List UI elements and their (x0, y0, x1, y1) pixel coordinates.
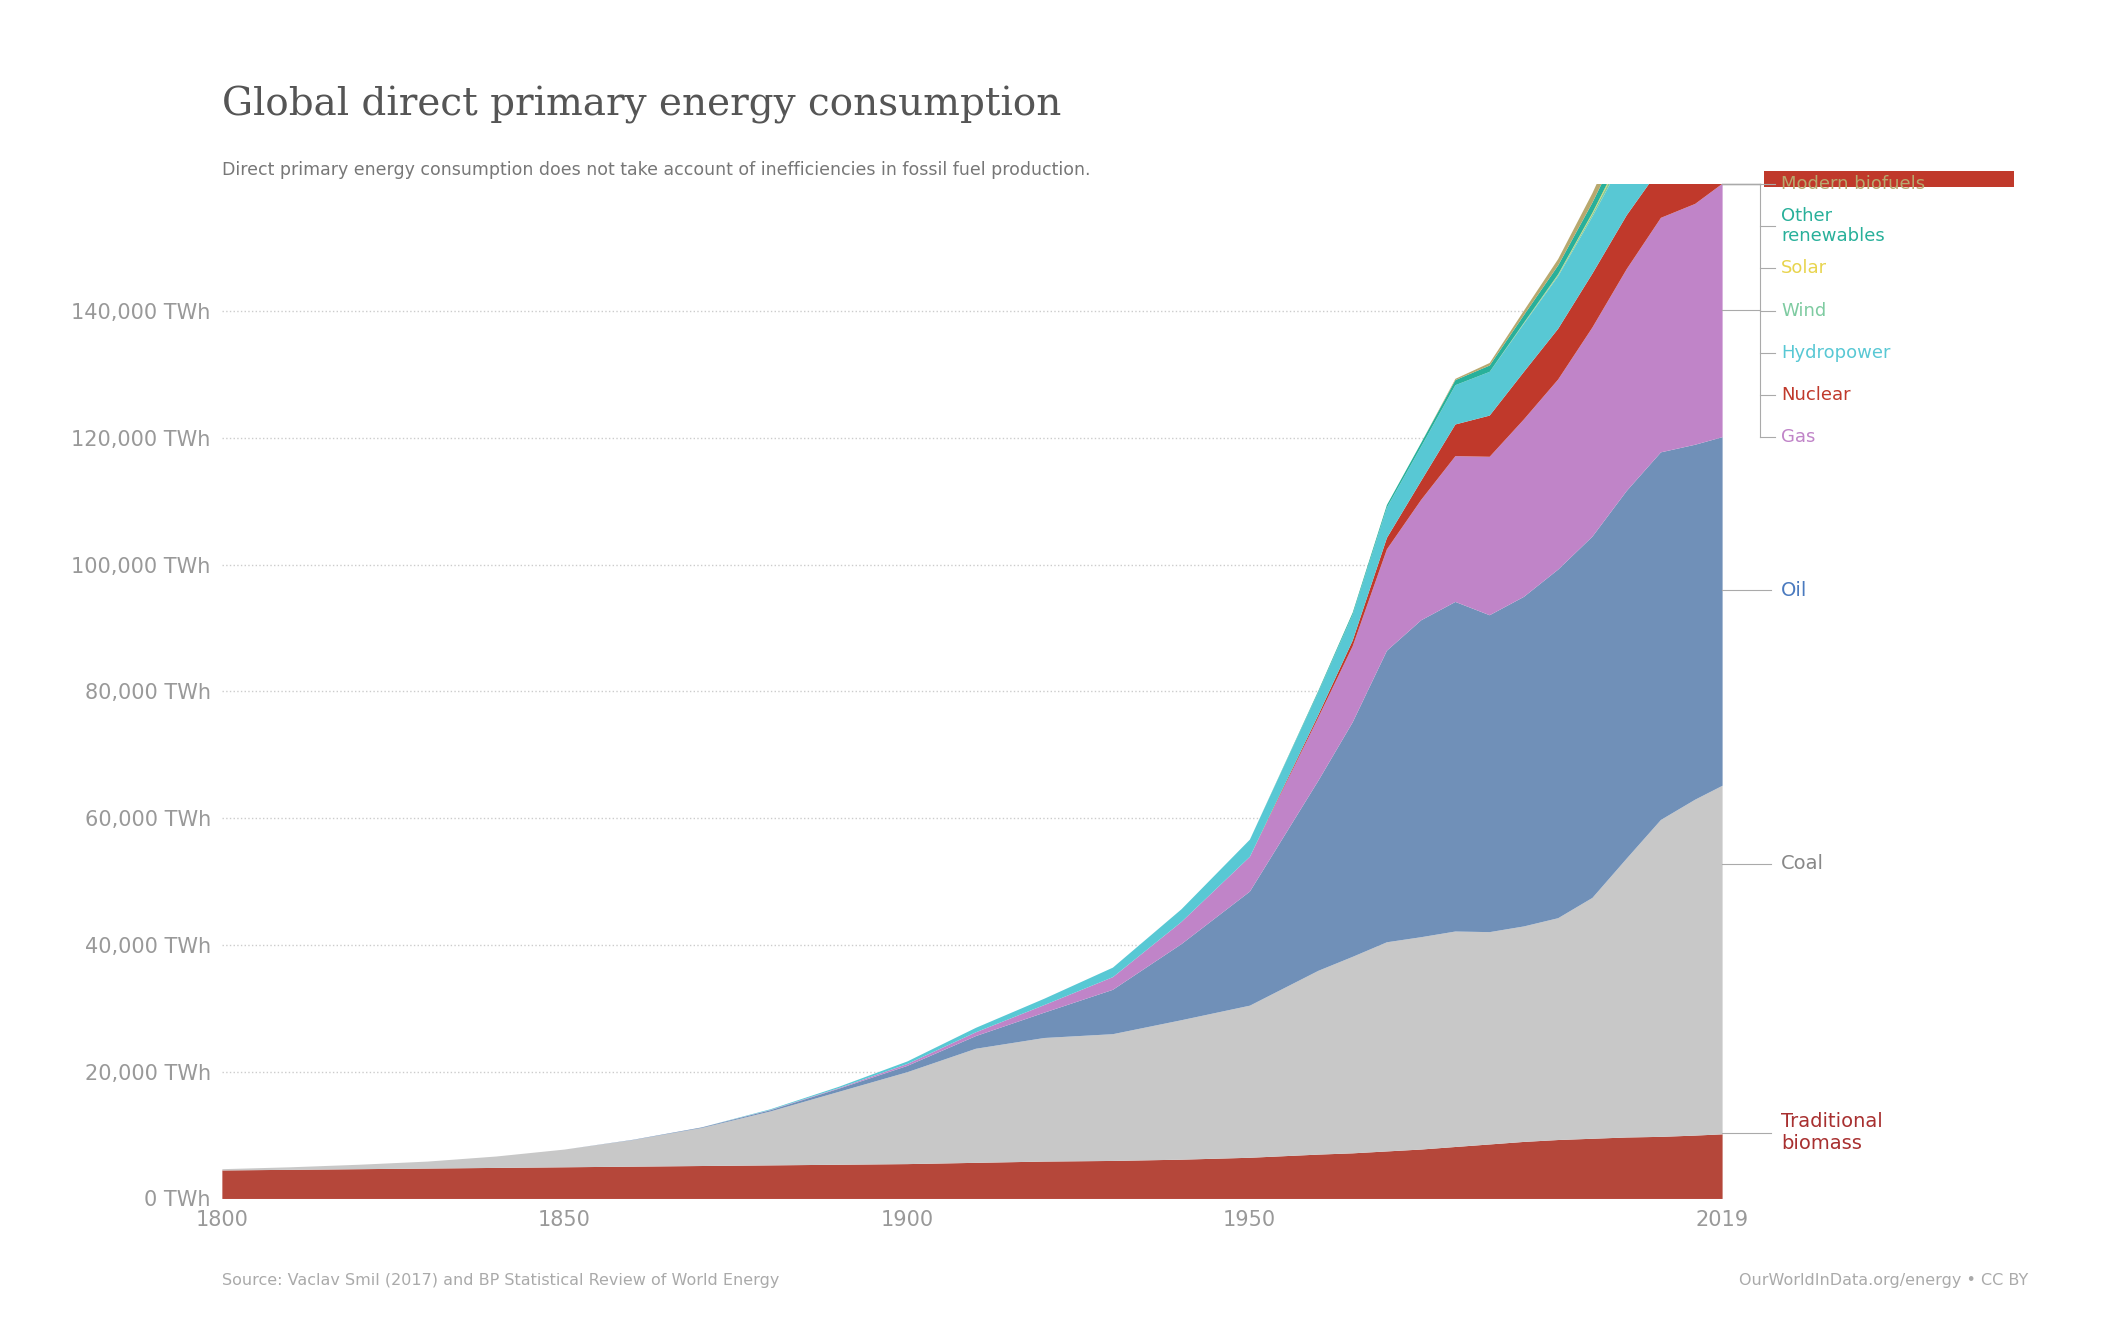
Bar (1764, 171, 2014, 187)
Text: in Data: in Data (1853, 132, 1925, 150)
Text: Direct primary energy consumption does not take account of inefficiencies in fos: Direct primary energy consumption does n… (222, 161, 1090, 179)
Text: Other
renewables: Other renewables (1781, 207, 1885, 245)
Text: Coal: Coal (1781, 855, 1824, 873)
Text: Modern biofuels: Modern biofuels (1781, 175, 1925, 194)
Text: Nuclear: Nuclear (1781, 386, 1851, 403)
Text: Gas: Gas (1781, 428, 1815, 445)
Text: OurWorldInData.org/energy • CC BY: OurWorldInData.org/energy • CC BY (1739, 1274, 2028, 1288)
Text: Solar: Solar (1781, 259, 1828, 278)
Text: Global direct primary energy consumption: Global direct primary energy consumption (222, 86, 1061, 124)
Text: Our World: Our World (1838, 96, 1940, 113)
Text: Wind: Wind (1781, 302, 1826, 320)
Text: Oil: Oil (1781, 581, 1807, 599)
Text: Traditional
biomass: Traditional biomass (1781, 1112, 1883, 1154)
Text: Source: Vaclav Smil (2017) and BP Statistical Review of World Energy: Source: Vaclav Smil (2017) and BP Statis… (222, 1274, 780, 1288)
Text: Hydropower: Hydropower (1781, 344, 1891, 362)
